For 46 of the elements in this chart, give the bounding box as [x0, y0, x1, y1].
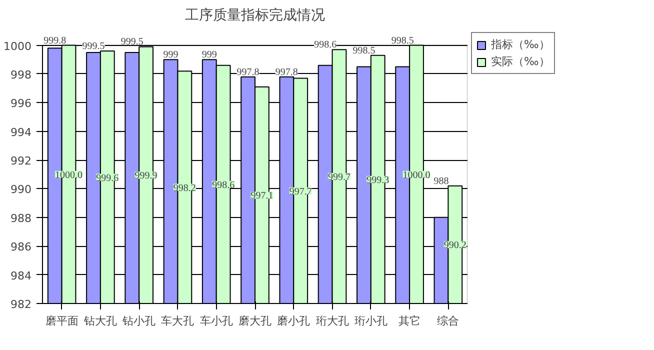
data-label: 1000.0	[55, 170, 83, 181]
x-tick-label: 车大孔	[161, 314, 194, 328]
data-label: 999.6	[96, 172, 119, 184]
data-label: 999.5	[120, 36, 144, 48]
data-label: 990.2	[444, 240, 466, 252]
data-label: 999.8	[44, 35, 66, 46]
x-tick-label: 综合	[437, 314, 460, 328]
y-tick-label: 992	[10, 154, 32, 168]
legend-label: 实际（‰）	[491, 54, 550, 69]
x-tick-label: 车小孔	[200, 314, 233, 328]
x-tick-label: 磨大孔	[238, 314, 272, 328]
data-label: 998.2	[173, 182, 196, 194]
y-tick-label: 990	[10, 183, 32, 196]
data-label: 997.8	[275, 66, 298, 78]
data-label: 998.6	[314, 40, 337, 51]
y-tick-label: 1000	[4, 40, 32, 53]
y-tick-label: 988	[10, 212, 32, 225]
data-label: 999.9	[134, 170, 158, 182]
legend-label: 指标（‰）	[491, 37, 550, 52]
data-label: 997.7	[289, 186, 312, 198]
y-tick-label: 994	[10, 126, 32, 139]
x-tick-label: 磨平面	[45, 314, 78, 328]
x-tick-label: 珩小孔	[354, 314, 388, 328]
data-label: 999	[163, 50, 178, 61]
data-label: 1000.0	[402, 170, 430, 181]
x-tick-label: 其它	[398, 314, 421, 328]
data-label: 998.5	[391, 35, 414, 46]
data-label: 997.1	[250, 190, 274, 202]
data-label: 999	[202, 50, 217, 61]
data-label: 998.6	[212, 180, 235, 191]
data-label: 999.5	[82, 41, 105, 52]
x-tick-label: 钻小孔	[122, 314, 156, 328]
y-tick-label: 982	[10, 298, 32, 311]
data-label: 999.3	[366, 174, 390, 186]
y-tick-label: 998	[10, 68, 32, 82]
y-tick-label: 996	[10, 97, 32, 110]
data-label: 999.7	[328, 172, 350, 184]
data-label: 988	[434, 176, 449, 187]
y-tick-label: 984	[10, 269, 32, 282]
data-label: 997.8	[236, 66, 260, 78]
data-label: 998.5	[352, 45, 376, 56]
x-tick-label: 磨小孔	[277, 314, 310, 328]
x-tick-label: 珩大孔	[316, 314, 349, 328]
y-tick-label: 986	[10, 240, 32, 254]
x-tick-label: 钻大孔	[82, 314, 117, 328]
chart-title: 工序质量指标完成情况	[185, 8, 325, 24]
